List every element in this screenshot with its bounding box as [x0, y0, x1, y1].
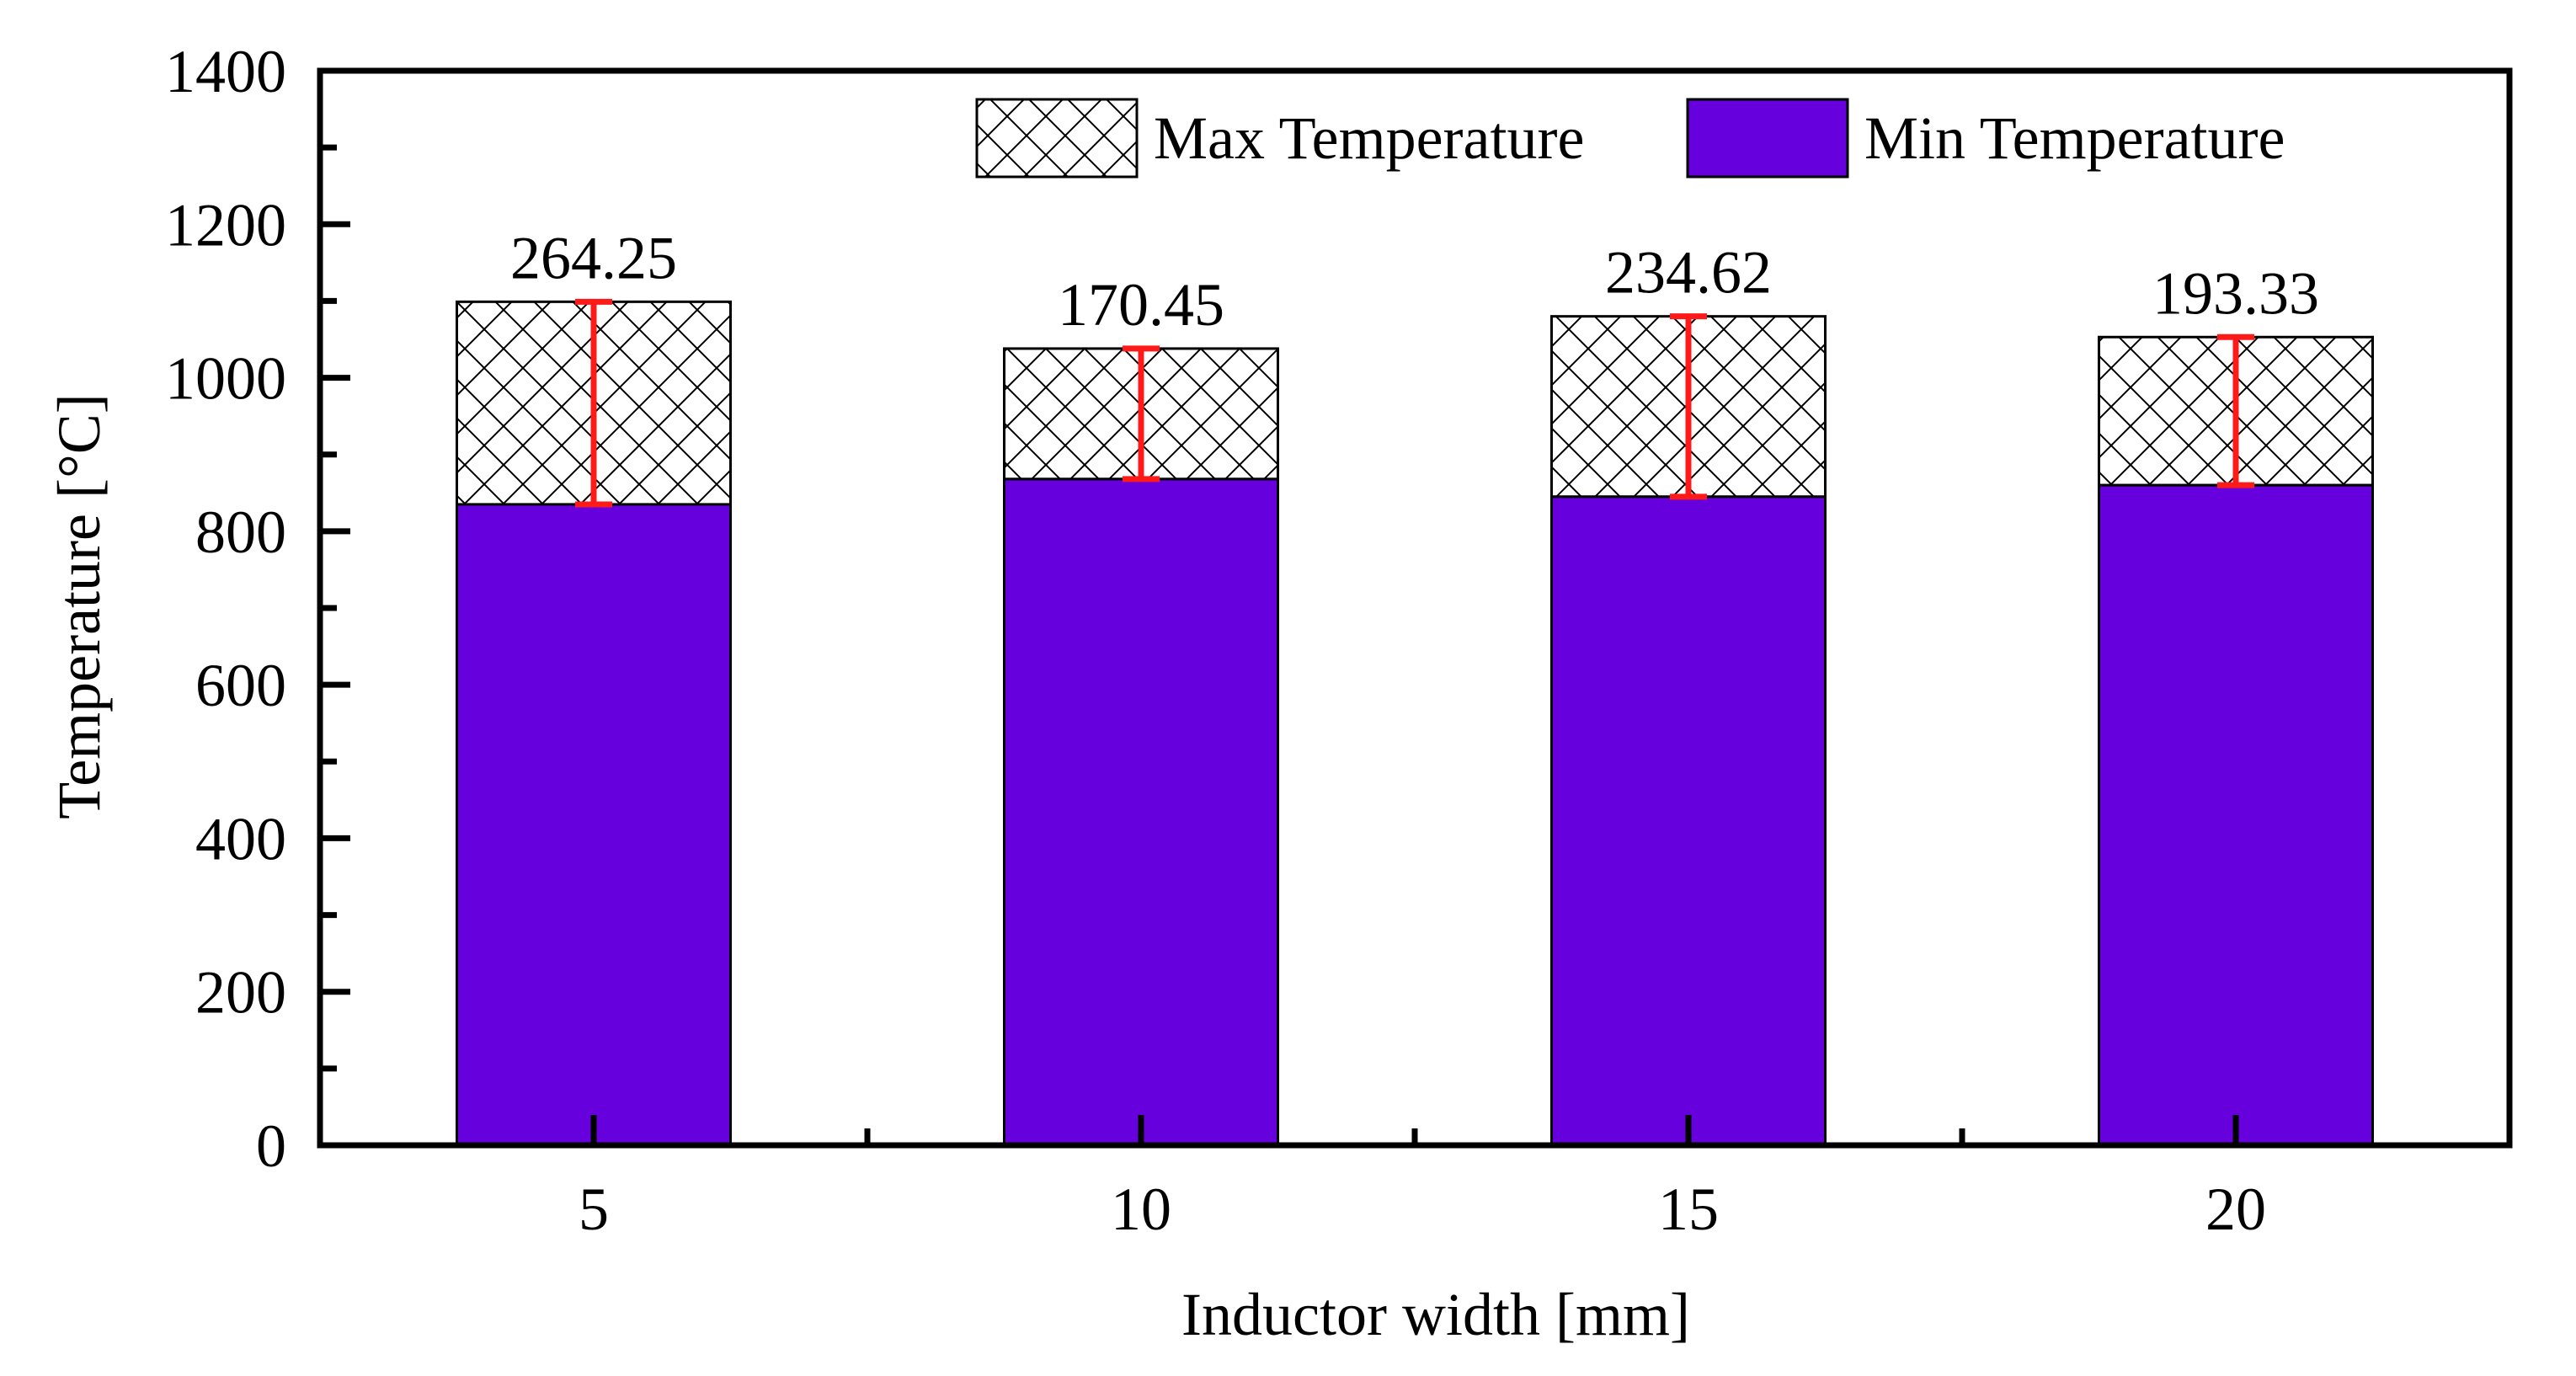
y-tick-label-1000: 1000 [165, 345, 286, 413]
legend-label-max-temperature: Max Temperature [1154, 104, 1584, 172]
data-labels-layer: 264.25 170.45 234.62 193.33 [510, 224, 2319, 339]
y-tick-label-0: 0 [256, 1112, 286, 1180]
y-axis: 0 200 400 600 800 1000 1200 1400 [165, 38, 350, 1180]
y-tick-label-600: 600 [195, 652, 286, 719]
bar-min-temperature-5 [456, 503, 732, 1147]
y-tick-label-200: 200 [195, 959, 286, 1027]
x-tick-label-20: 20 [2205, 1176, 2266, 1243]
x-axis-label: Inductor width [mm] [1181, 1281, 1690, 1348]
legend-label-min-temperature: Min Temperature [1864, 104, 2285, 172]
data-label-20: 193.33 [2152, 259, 2319, 327]
bar-min-temperature-20 [2098, 483, 2374, 1147]
legend-swatch-max-temperature [975, 98, 1139, 179]
x-tick-label-15: 15 [1658, 1176, 1719, 1243]
legend: Max Temperature Min Temperature [975, 98, 2285, 179]
x-tick-label-10: 10 [1111, 1176, 1171, 1243]
legend-swatch-min-temperature [1686, 98, 1849, 179]
data-label-10: 170.45 [1058, 271, 1224, 339]
y-tick-label-1200: 1200 [165, 191, 286, 259]
bars-layer [456, 300, 2374, 1147]
y-tick-label-1400: 1400 [165, 38, 286, 105]
y-axis-label: Temperature [°C] [45, 393, 113, 819]
data-label-5: 264.25 [510, 224, 677, 291]
x-axis: 5 10 15 20 [579, 1115, 2266, 1243]
bar-min-temperature-10 [1003, 477, 1279, 1147]
x-tick-label-5: 5 [579, 1176, 609, 1243]
bar-min-temperature-15 [1550, 495, 1827, 1147]
data-label-15: 234.62 [1605, 239, 1772, 307]
range-bars-layer [575, 298, 2254, 508]
y-tick-label-400: 400 [195, 805, 286, 872]
y-tick-label-800: 800 [195, 499, 286, 566]
